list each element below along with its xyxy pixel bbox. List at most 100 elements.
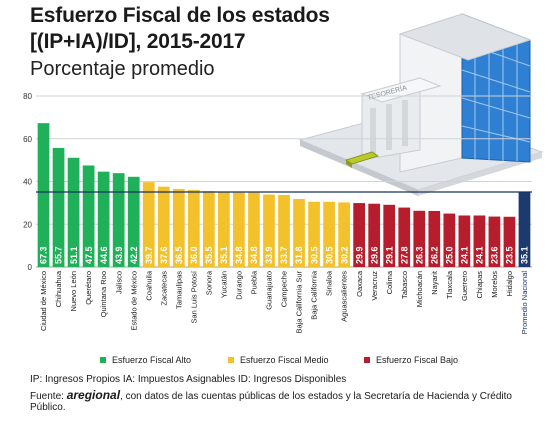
x-tick-label: Jalisco [114,271,123,294]
bar [263,194,275,267]
bar [202,191,215,267]
data-label: 30.5 [309,246,319,264]
x-tick-label: Querétaro [84,271,93,305]
data-label: 30.5 [324,246,334,264]
data-label: 30.2 [339,246,349,264]
data-label: 29.6 [369,246,379,264]
x-tick-label: Zacatecas [159,271,168,306]
source-prefix: Fuente: [30,391,67,402]
legend-item-medio: Esfuerzo Fiscal Medio [228,355,329,365]
data-label: 23.6 [490,246,500,264]
x-tick-label: Baja California Sur [295,270,304,333]
data-label: 29.9 [354,246,364,264]
data-label: 67.3 [39,246,49,264]
bar [503,216,516,267]
source-note-line2: Público. [30,402,66,413]
legend-label-alto: Esfuerzo Fiscal Alto [112,355,192,365]
data-label: 27.8 [399,246,409,264]
y-tick-label: 80 [23,92,32,101]
x-tick-label: Estado de México [129,271,138,331]
bar [218,191,230,267]
bus-icon [345,151,379,168]
data-label: 35.1 [219,246,229,264]
bar [413,210,426,267]
bar [308,201,320,267]
building-icon: TESORERÍA [298,13,544,196]
x-tick-label: Hidalgo [505,271,514,296]
data-label: 55.7 [54,246,64,264]
data-label: 24.1 [460,246,470,264]
legend-label-bajo: Esfuerzo Fiscal Bajo [376,355,459,365]
x-tick-label: Tamaulipas [174,271,183,309]
legend-label-medio: Esfuerzo Fiscal Medio [240,355,329,365]
data-label: 23.5 [505,246,515,264]
bar [383,204,396,267]
data-label: 35.5 [204,246,214,264]
chart-title: Esfuerzo Fiscal de los estados [30,4,330,27]
data-label: 39.7 [144,246,154,264]
data-label: 35.1 [520,246,530,264]
legend-item-bajo: Esfuerzo Fiscal Bajo [364,355,458,365]
x-tick-label: Guerrero [460,271,469,301]
x-tick-label: Baja California [310,270,319,320]
bar [172,188,185,267]
data-label: 47.5 [84,246,94,264]
x-tick-label: San Luis Potosí [189,270,198,323]
x-tick-label: Aguascalientes [340,271,349,322]
x-tick-label: Quintana Roo [99,271,108,317]
x-tick-label: Durango [235,271,244,300]
x-tick-label: Michoacán [415,271,424,307]
x-tick-label: Ciudad de México [39,271,48,331]
x-tick-label: Chihuahua [54,270,63,307]
data-label: 36.5 [174,246,184,264]
bar [353,203,366,267]
data-label: 51.1 [69,246,79,264]
bar [338,202,350,267]
legend-swatch-bajo [364,357,370,363]
bar [142,182,155,267]
data-label: 29.1 [384,246,394,264]
bar [368,203,381,267]
bar [127,176,140,267]
data-label: 34.8 [234,246,244,264]
source-rest: , con datos de las cuentas públicas de l… [120,391,512,402]
bar [233,192,245,267]
x-tick-label: Coahuila [144,270,153,300]
bar [82,165,95,267]
bar [428,210,441,267]
x-tick-label: Promedio Nacional [520,271,529,335]
y-tick-label: 20 [23,220,32,229]
y-tick-label: 60 [23,135,32,144]
y-tick-label: 0 [28,263,33,272]
bar [398,207,411,267]
abbreviations-note: IP: Ingresos Propios IA: Impuestos Asign… [30,374,347,385]
data-label: 37.6 [159,246,169,264]
data-label: 26.3 [414,246,424,264]
bar [458,215,471,267]
data-label: 33.7 [279,246,289,264]
data-label: 42.2 [129,246,139,264]
bar [52,147,65,267]
x-tick-label: Yucatán [219,271,228,298]
bar [67,157,80,267]
bar [248,192,260,267]
x-tick-label: Colima [385,270,394,294]
x-tick-label: Sinaloa [325,270,334,296]
legend-swatch-medio [228,357,234,363]
bar [443,213,456,267]
chart-unit-label: Porcentaje promedio [30,58,215,80]
data-label: 44.6 [99,246,109,264]
bar [187,190,200,267]
data-label: 26.2 [430,246,440,264]
chart-subtitle: [(IP+IA)/ID], 2015-2017 [30,30,246,53]
x-tick-label: Sonora [204,270,213,295]
legend-item-alto: Esfuerzo Fiscal Alto [100,355,191,365]
x-tick-label: Nuevo León [69,271,78,311]
bar [97,171,110,267]
data-label: 43.9 [114,246,124,264]
data-label: 36.0 [189,246,199,264]
source-note: Fuente: aregional, con datos de las cuen… [30,388,512,402]
y-tick-label: 40 [23,178,32,187]
x-tick-label: Nayarit [430,270,439,295]
